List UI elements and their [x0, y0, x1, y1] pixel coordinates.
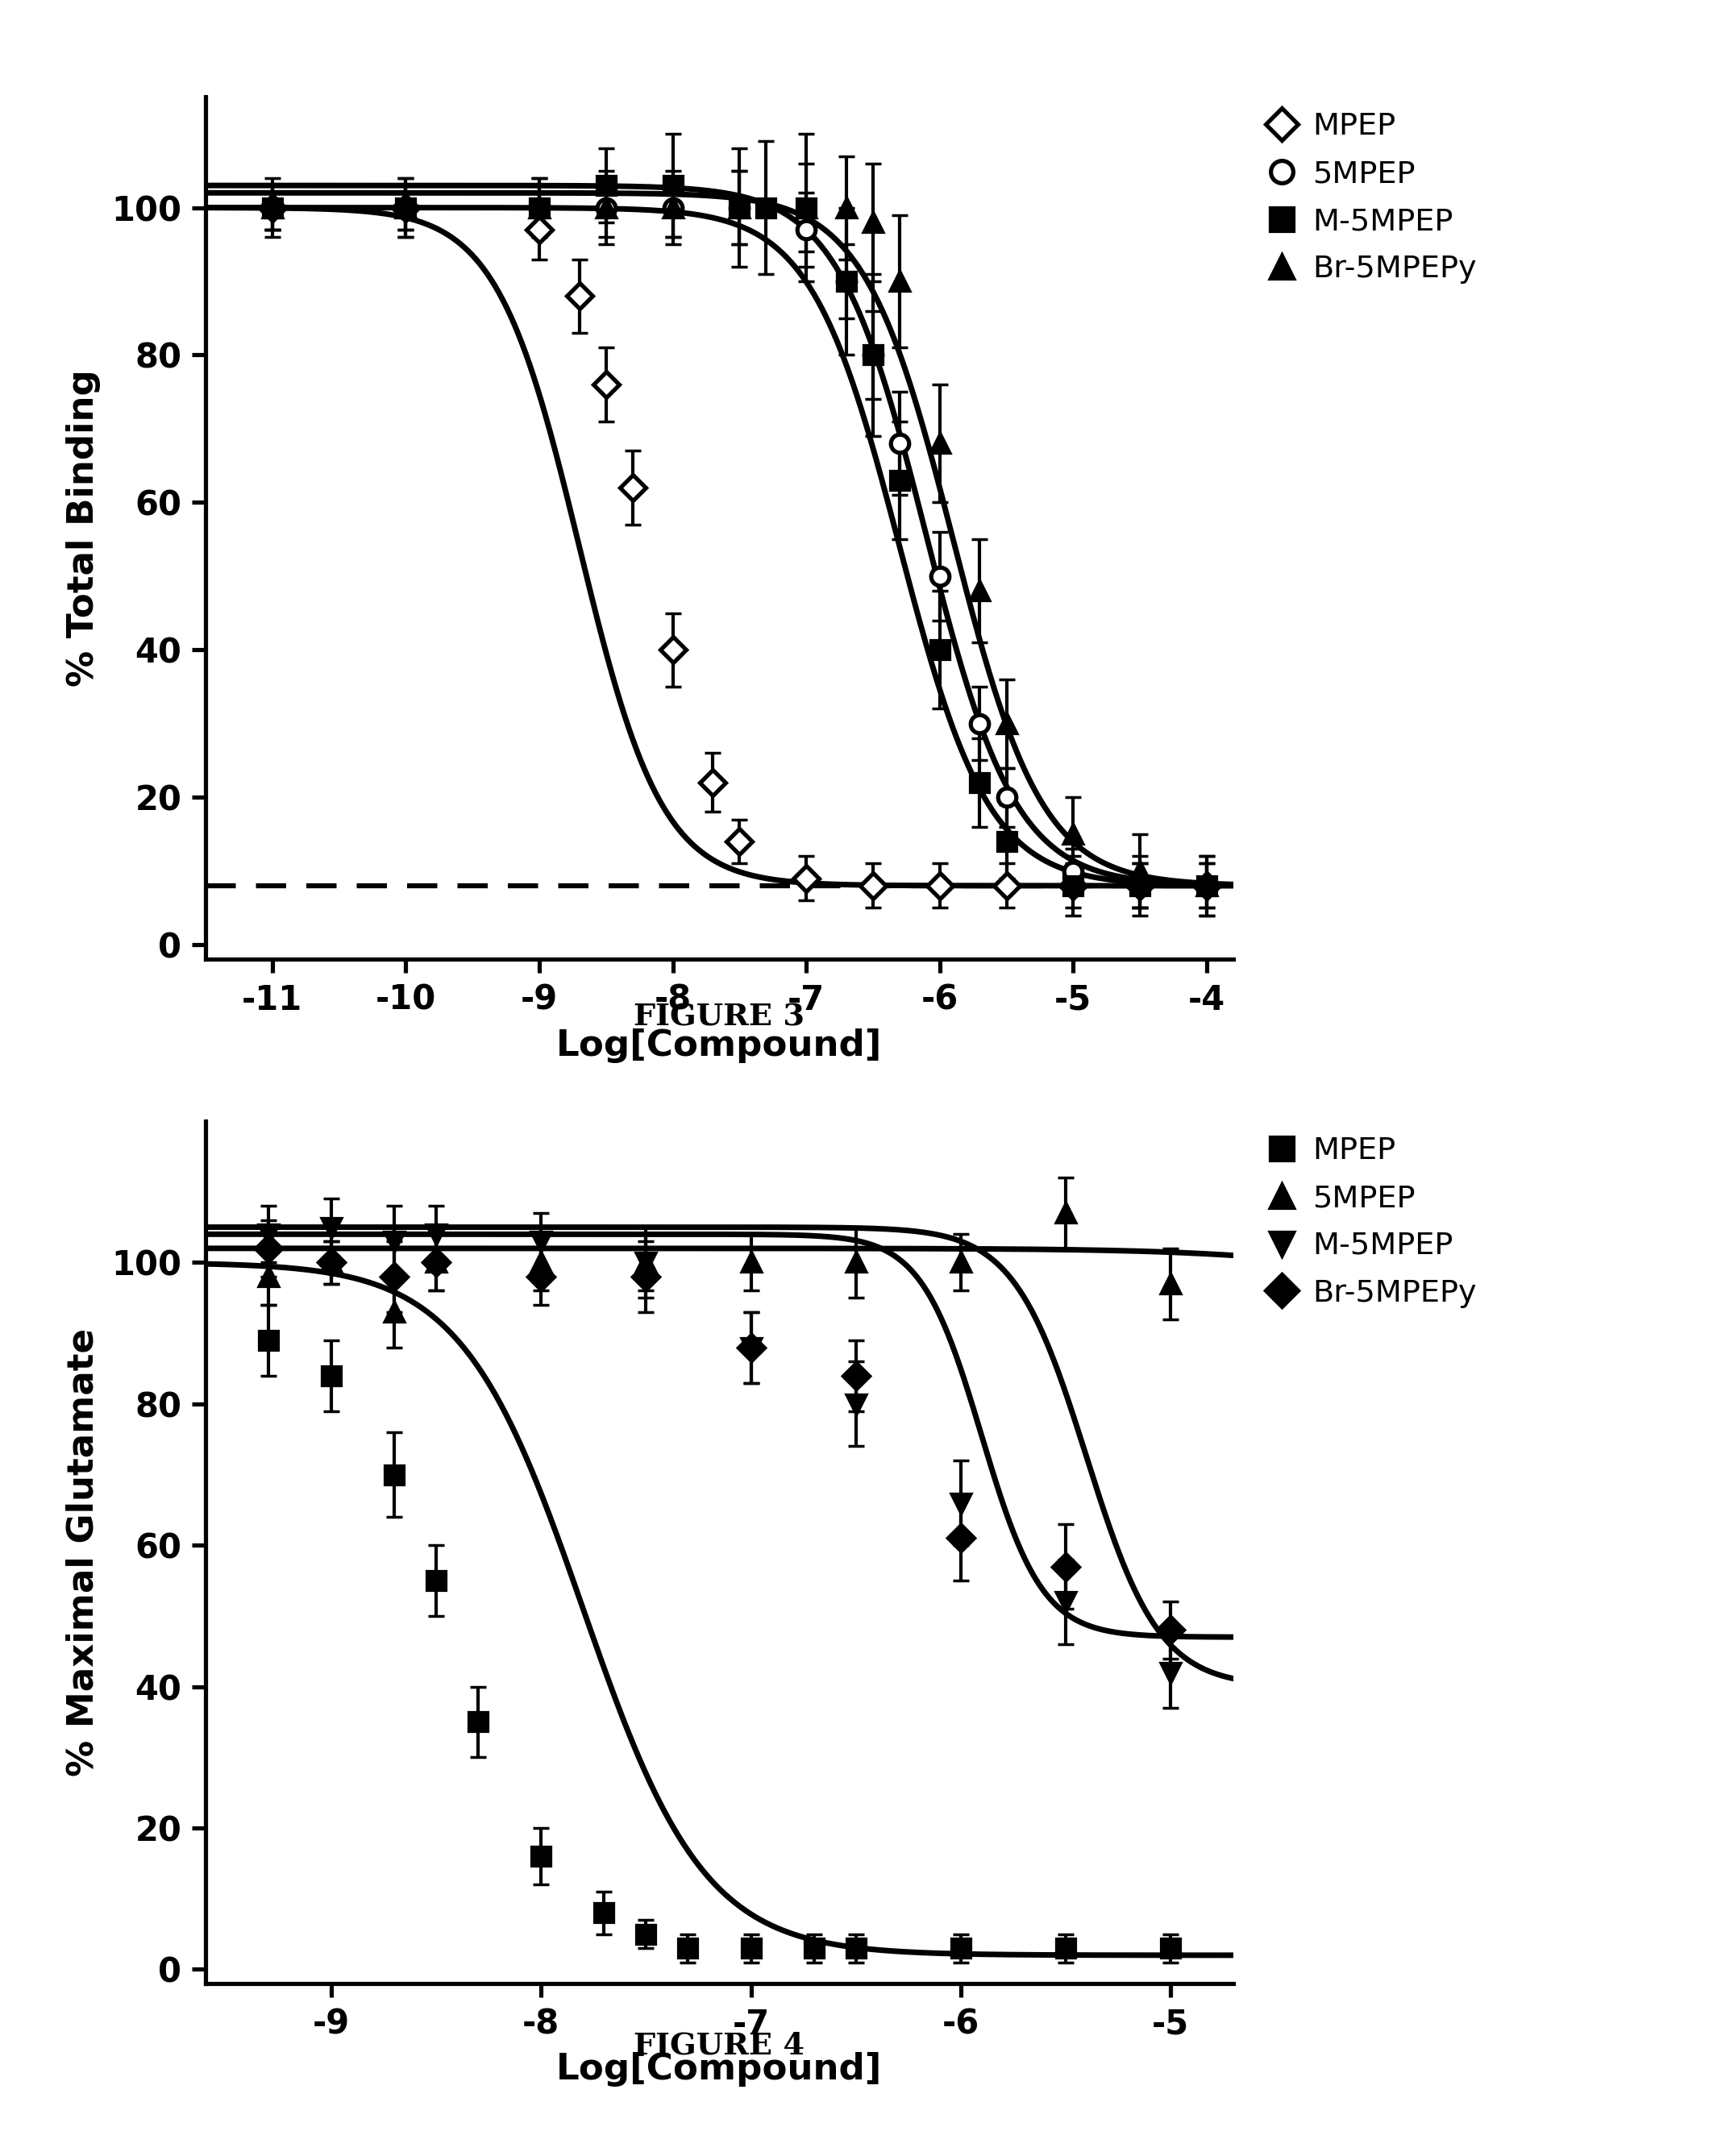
Y-axis label: % Total Binding: % Total Binding — [65, 369, 101, 688]
Y-axis label: % Maximal Glutamate: % Maximal Glutamate — [65, 1328, 101, 1777]
Legend: MPEP, 5MPEP, M-5MPEP, Br-5MPEPy: MPEP, 5MPEP, M-5MPEP, Br-5MPEPy — [1269, 112, 1477, 285]
Legend: MPEP, 5MPEP, M-5MPEP, Br-5MPEPy: MPEP, 5MPEP, M-5MPEP, Br-5MPEPy — [1269, 1136, 1477, 1309]
Text: FIGURE 4: FIGURE 4 — [634, 2031, 805, 2061]
Text: FIGURE 3: FIGURE 3 — [634, 1003, 805, 1033]
X-axis label: Log[Compound]: Log[Compound] — [557, 2053, 882, 2087]
X-axis label: Log[Compound]: Log[Compound] — [557, 1028, 882, 1063]
